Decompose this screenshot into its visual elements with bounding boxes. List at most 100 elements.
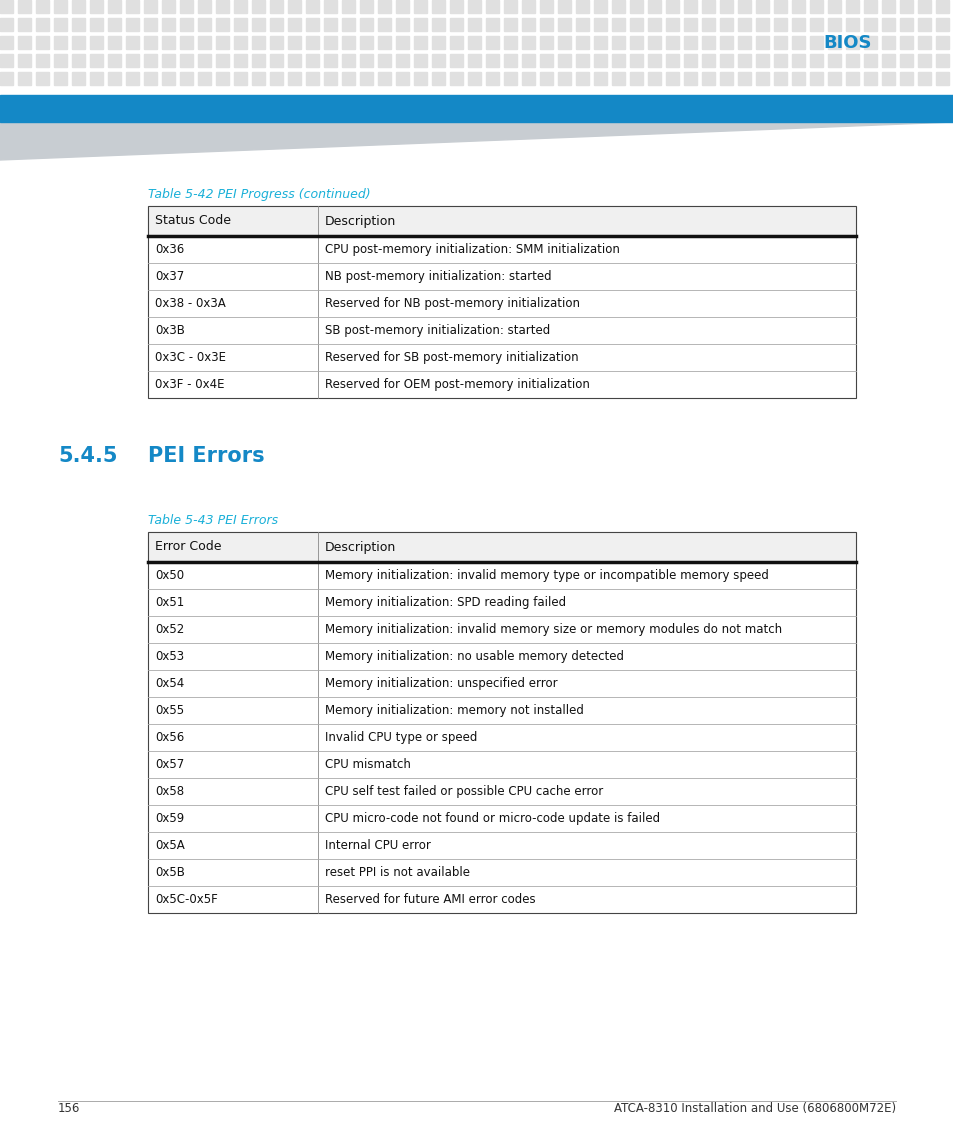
- Bar: [755, 0, 768, 13]
- Bar: [432, 72, 444, 85]
- Bar: [126, 72, 139, 85]
- Bar: [0, 54, 13, 68]
- Bar: [108, 72, 121, 85]
- Bar: [594, 35, 606, 49]
- Bar: [450, 18, 462, 31]
- Bar: [485, 18, 498, 31]
- Bar: [558, 18, 571, 31]
- Bar: [215, 18, 229, 31]
- Bar: [629, 35, 642, 49]
- Bar: [935, 18, 948, 31]
- Bar: [773, 35, 786, 49]
- Bar: [701, 35, 714, 49]
- Bar: [90, 0, 103, 13]
- Bar: [306, 0, 318, 13]
- Bar: [485, 72, 498, 85]
- Bar: [0, 0, 13, 13]
- Bar: [665, 35, 679, 49]
- Text: Memory initialization: invalid memory size or memory modules do not match: Memory initialization: invalid memory si…: [325, 623, 781, 635]
- Bar: [270, 18, 283, 31]
- Bar: [270, 72, 283, 85]
- Bar: [882, 72, 894, 85]
- Bar: [612, 18, 624, 31]
- Text: SB post-memory initialization: started: SB post-memory initialization: started: [325, 324, 550, 337]
- Bar: [18, 35, 30, 49]
- Bar: [647, 0, 660, 13]
- Bar: [539, 0, 553, 13]
- Text: 0x5A: 0x5A: [154, 839, 185, 852]
- Bar: [162, 35, 174, 49]
- Bar: [683, 0, 697, 13]
- Bar: [341, 54, 355, 68]
- Bar: [773, 54, 786, 68]
- Bar: [324, 18, 336, 31]
- Bar: [414, 35, 427, 49]
- Bar: [90, 54, 103, 68]
- Bar: [612, 54, 624, 68]
- Bar: [432, 0, 444, 13]
- Bar: [288, 72, 301, 85]
- Bar: [629, 18, 642, 31]
- Bar: [270, 0, 283, 13]
- Bar: [233, 0, 247, 13]
- Text: Table 5-42 PEI Progress (continued): Table 5-42 PEI Progress (continued): [148, 188, 370, 202]
- Bar: [414, 72, 427, 85]
- Bar: [665, 0, 679, 13]
- Bar: [54, 0, 67, 13]
- Bar: [503, 35, 517, 49]
- Text: 0x36: 0x36: [154, 243, 184, 256]
- Bar: [558, 54, 571, 68]
- Bar: [108, 54, 121, 68]
- Bar: [521, 72, 535, 85]
- Bar: [845, 54, 858, 68]
- Bar: [54, 72, 67, 85]
- Bar: [377, 0, 391, 13]
- Bar: [180, 18, 193, 31]
- Text: 0x54: 0x54: [154, 677, 184, 690]
- Bar: [215, 54, 229, 68]
- Text: 0x57: 0x57: [154, 758, 184, 771]
- Text: 0x5C-0x5F: 0x5C-0x5F: [154, 893, 217, 906]
- Bar: [341, 72, 355, 85]
- Text: Invalid CPU type or speed: Invalid CPU type or speed: [325, 731, 476, 744]
- Bar: [720, 35, 732, 49]
- Bar: [863, 54, 876, 68]
- Bar: [720, 18, 732, 31]
- Bar: [827, 0, 841, 13]
- Bar: [558, 0, 571, 13]
- Text: 0x51: 0x51: [154, 597, 184, 609]
- Bar: [521, 0, 535, 13]
- Text: Memory initialization: unspecified error: Memory initialization: unspecified error: [325, 677, 557, 690]
- Bar: [647, 18, 660, 31]
- Bar: [90, 35, 103, 49]
- Bar: [450, 72, 462, 85]
- Bar: [539, 35, 553, 49]
- Bar: [882, 35, 894, 49]
- Bar: [0, 95, 953, 123]
- Bar: [539, 18, 553, 31]
- Bar: [809, 72, 822, 85]
- Bar: [683, 35, 697, 49]
- Bar: [468, 35, 480, 49]
- Bar: [935, 54, 948, 68]
- Bar: [791, 35, 804, 49]
- Text: 0x59: 0x59: [154, 812, 184, 826]
- Bar: [594, 72, 606, 85]
- Bar: [629, 54, 642, 68]
- Bar: [917, 18, 930, 31]
- Bar: [683, 72, 697, 85]
- Bar: [359, 54, 373, 68]
- Bar: [755, 54, 768, 68]
- Bar: [162, 18, 174, 31]
- Bar: [917, 35, 930, 49]
- Bar: [521, 54, 535, 68]
- Bar: [827, 18, 841, 31]
- Bar: [720, 0, 732, 13]
- Bar: [503, 72, 517, 85]
- Bar: [252, 0, 265, 13]
- Bar: [485, 54, 498, 68]
- Bar: [521, 18, 535, 31]
- Bar: [198, 0, 211, 13]
- Bar: [71, 0, 85, 13]
- Bar: [863, 18, 876, 31]
